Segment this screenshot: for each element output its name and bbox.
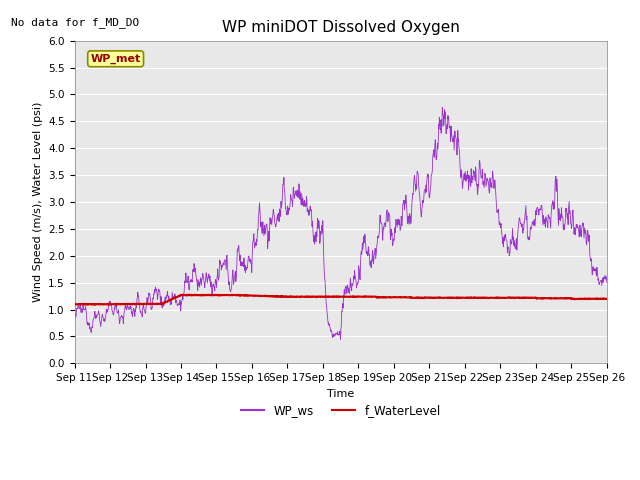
Title: WP miniDOT Dissolved Oxygen: WP miniDOT Dissolved Oxygen bbox=[222, 20, 460, 36]
Y-axis label: Wind Speed (m/s), Water Level (psi): Wind Speed (m/s), Water Level (psi) bbox=[33, 102, 43, 302]
X-axis label: Time: Time bbox=[327, 389, 355, 399]
Text: No data for f_MD_DO: No data for f_MD_DO bbox=[11, 17, 139, 28]
Text: WP_met: WP_met bbox=[90, 54, 141, 64]
Legend: WP_ws, f_WaterLevel: WP_ws, f_WaterLevel bbox=[236, 399, 445, 422]
